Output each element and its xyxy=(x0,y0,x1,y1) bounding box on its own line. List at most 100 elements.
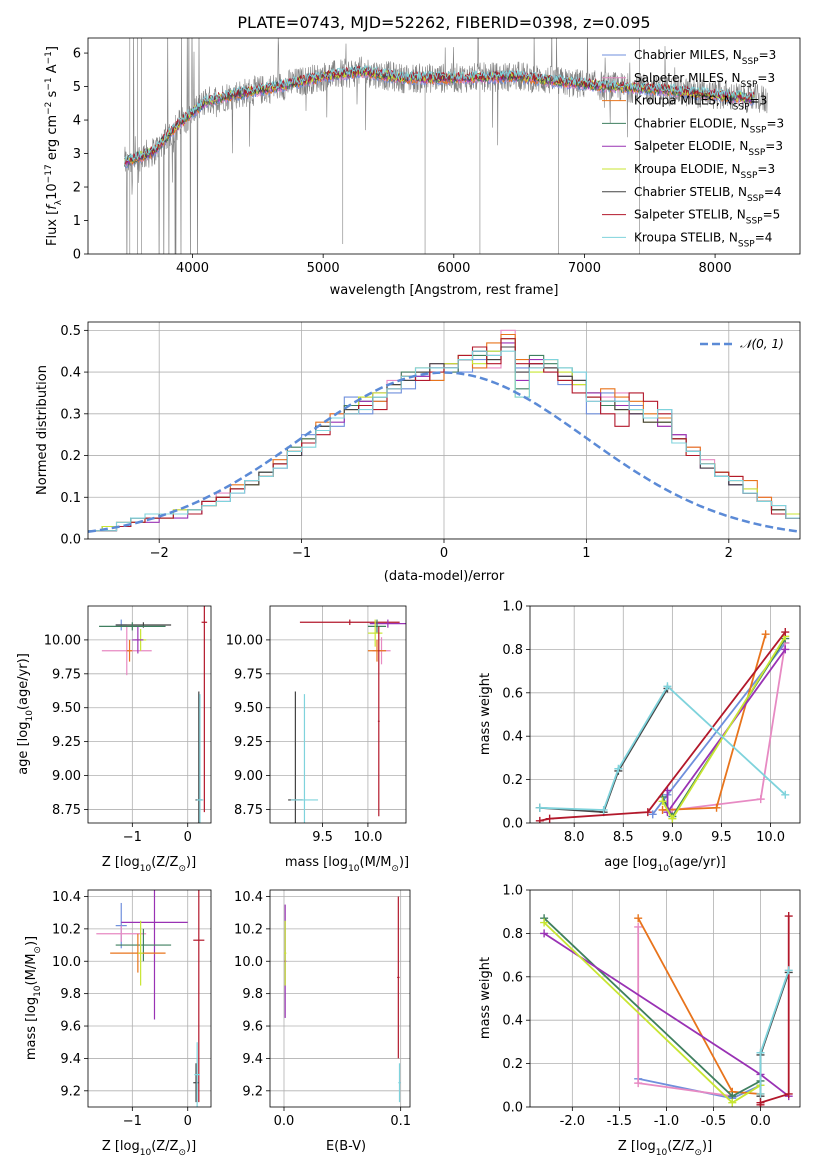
plus-marker xyxy=(634,922,643,931)
plus-marker xyxy=(648,810,657,819)
x-tick-label: −1 xyxy=(123,1114,142,1129)
legend-text: =3 xyxy=(757,162,775,176)
plus-marker xyxy=(756,1089,765,1098)
legend-entry-label: Kroupa ELODIE, NSSP=3 xyxy=(634,162,775,181)
y-tick-label: 0.6 xyxy=(502,970,523,985)
mass-vs-z-xlabel: Z [log10(Z/Z⊙)] xyxy=(102,1139,196,1158)
y-tick-label: 0.4 xyxy=(502,1014,523,1029)
label-span: erg cm xyxy=(45,115,60,164)
label-span: −17 xyxy=(44,164,54,183)
label-text: )] xyxy=(24,936,39,946)
legend-text: Chabrier MILES, N xyxy=(634,48,742,62)
y-tick-label: 10.00 xyxy=(226,633,263,648)
legend-text: Kroupa ELODIE, N xyxy=(634,162,741,176)
spectrum-axes: 4000 5000 6000 7000 8000 0 1 2 3 4 5 6 wavelength [A… xyxy=(44,37,801,298)
x-tick-label: 10.0 xyxy=(756,830,785,845)
x-tick-label: 1 xyxy=(582,546,590,561)
y-tick-label: 9.4 xyxy=(60,1052,81,1067)
x-tick-label: 0 xyxy=(184,830,192,845)
label-subscript: 10 xyxy=(140,1148,152,1158)
legend-text: =4 xyxy=(764,185,782,199)
label-span: λ xyxy=(54,199,64,205)
label-span: A xyxy=(45,64,60,77)
legend-text: =3 xyxy=(759,48,777,62)
y-tick-label: 6 xyxy=(73,47,81,62)
plus-marker xyxy=(535,803,544,812)
age-vs-mass-axes: 9.5 10.0 8.75 9.00 9.25 9.50 9.75 10.00 mass [lo… xyxy=(226,605,409,874)
weight-vs-age-frame xyxy=(529,605,801,824)
plus-marker xyxy=(781,645,790,654)
legend-subscript: SSP xyxy=(741,171,758,181)
plus-marker xyxy=(658,805,667,814)
label-span: Flux [ xyxy=(45,210,60,246)
label-text: (Z/Z xyxy=(151,1139,178,1154)
y-tick-label: 2 xyxy=(73,181,81,196)
plus-marker xyxy=(634,914,643,923)
plus-marker xyxy=(756,1048,765,1057)
x-tick-label: 6000 xyxy=(437,261,470,276)
x-tick-label: -1.0 xyxy=(654,1114,679,1129)
age-vs-mass-frame xyxy=(269,605,407,824)
label-text: )] xyxy=(399,855,409,870)
plus-marker xyxy=(643,808,652,817)
y-tick-label: 10.00 xyxy=(44,633,81,648)
weight-vs-z-frame xyxy=(529,889,801,1108)
y-tick-label: 0.4 xyxy=(502,730,523,745)
y-tick-label: 9.2 xyxy=(242,1084,263,1099)
label-span: f xyxy=(45,203,60,210)
histogram-plot-area xyxy=(88,322,800,539)
legend-entry-label: Salpeter ELODIE, NSSP=3 xyxy=(634,139,783,158)
mass-vs-ebv-xlabel: E(B-V) xyxy=(326,1139,366,1154)
label-span: 10 xyxy=(45,183,60,200)
x-tick-label: 0 xyxy=(440,546,448,561)
label-text: mass [log xyxy=(285,855,348,870)
legend-subscript: SSP xyxy=(748,148,765,158)
label-text: (age/yr)] xyxy=(669,855,726,870)
histogram-frame xyxy=(87,321,801,540)
age-vs-z-frame xyxy=(87,605,212,824)
y-tick-label: 0.2 xyxy=(502,1057,523,1072)
x-tick-label: 9.5 xyxy=(711,830,732,845)
y-tick-label: 0.2 xyxy=(60,449,81,464)
y-tick-label: 9.8 xyxy=(60,987,81,1002)
legend-text: Kroupa MILES, N xyxy=(634,94,733,108)
y-tick-label: 1.0 xyxy=(502,884,523,899)
legend-subscript: SSP xyxy=(741,80,758,90)
panels-group: 4000 5000 6000 7000 8000 0 1 2 3 4 5 6 wavelength [A… xyxy=(16,37,801,1158)
y-tick-label: 9.00 xyxy=(234,769,263,784)
legend-text: Salpeter MILES, N xyxy=(634,71,741,85)
age-vs-z-ylabel: age [log10(age/yr)] xyxy=(16,653,35,775)
legend-entry-label: Kroupa STELIB, NSSP=4 xyxy=(634,230,772,249)
x-tick-label: 8.5 xyxy=(613,830,634,845)
y-tick-label: 8.75 xyxy=(52,803,81,818)
legend-entry-label: Kroupa MILES, NSSP=3 xyxy=(634,94,767,113)
mass-vs-z-frame xyxy=(87,889,212,1108)
y-tick-label: 1 xyxy=(73,214,81,229)
legend-entry-label: Salpeter MILES, NSSP=3 xyxy=(634,71,775,90)
plus-marker xyxy=(599,805,608,814)
y-tick-label: 0.2 xyxy=(502,773,523,788)
legend-subscript: SSP xyxy=(738,239,755,249)
legend-entry-label: Chabrier MILES, NSSP=3 xyxy=(634,48,776,67)
histogram-xlabel: (data-model)/error xyxy=(384,569,505,584)
plus-marker xyxy=(663,682,672,691)
legend-entry-label: Salpeter STELIB, NSSP=5 xyxy=(634,208,780,227)
legend-subscript: SSP xyxy=(742,57,759,67)
y-tick-label: 5 xyxy=(73,80,81,95)
x-tick-label: −2 xyxy=(150,546,169,561)
label-text: )] xyxy=(702,1139,712,1154)
age-vs-z-plot-area xyxy=(88,606,211,823)
x-tick-label: 0 xyxy=(184,1114,192,1129)
x-tick-label: 5000 xyxy=(307,261,340,276)
y-tick-label: 0.0 xyxy=(502,1101,523,1116)
label-text: age [log xyxy=(604,855,657,870)
y-tick-label: 9.2 xyxy=(60,1084,81,1099)
y-tick-label: 0 xyxy=(73,248,81,263)
legend-text: Chabrier STELIB, N xyxy=(634,185,747,199)
age-vs-mass-plot-area xyxy=(270,606,406,823)
label-subscript: 10 xyxy=(656,1148,668,1158)
plus-marker xyxy=(761,630,770,639)
y-tick-label: 9.25 xyxy=(234,735,263,750)
